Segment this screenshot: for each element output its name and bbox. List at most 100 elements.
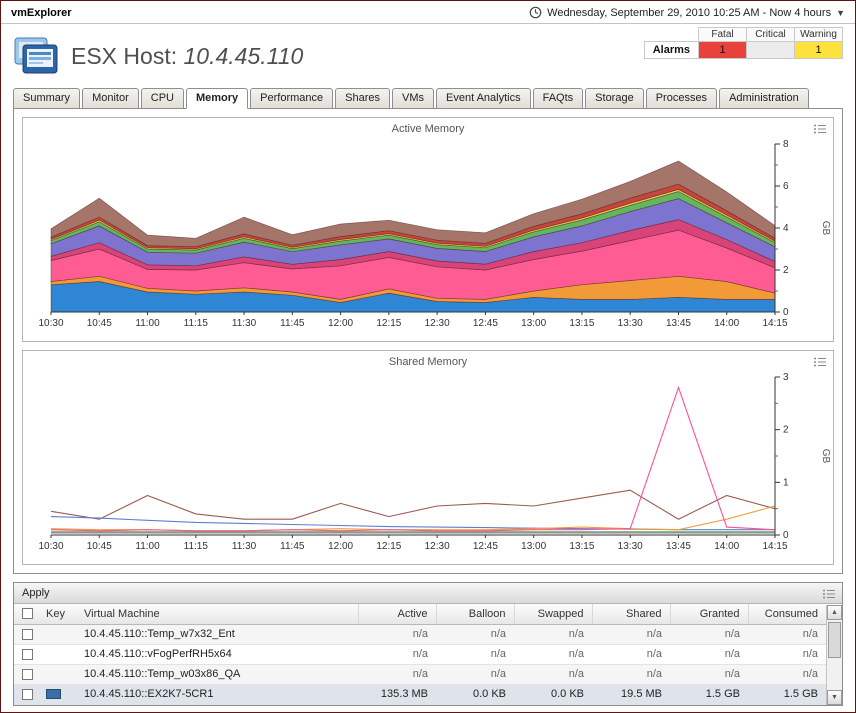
svg-text:3: 3 — [783, 372, 789, 383]
table-row[interactable]: 10.4.45.110::EX2K7-5CR1 135.3 MB 0.0 KB 0.0… — [14, 684, 826, 705]
cell-value: 0.0 KB — [514, 684, 592, 705]
cell-value: n/a — [592, 664, 670, 685]
cell-value: n/a — [436, 644, 514, 665]
chevron-down-icon: ▼ — [836, 7, 845, 18]
cell-value: n/a — [592, 644, 670, 665]
column-header-active[interactable]: Active — [357, 604, 436, 625]
key-cell — [38, 684, 76, 705]
svg-text:13:15: 13:15 — [569, 541, 594, 552]
svg-text:0: 0 — [783, 530, 789, 541]
alarm-critical-count[interactable] — [746, 41, 795, 59]
time-range-selector[interactable]: Wednesday, September 29, 2010 10:25 AM -… — [529, 6, 845, 19]
cell-value: n/a — [670, 644, 748, 665]
cell-value: n/a — [670, 624, 748, 645]
top-bar: vmExplorer Wednesday, September 29, 2010… — [1, 1, 855, 24]
column-header-key[interactable]: Key — [38, 604, 76, 625]
row-checkbox[interactable] — [22, 628, 33, 640]
table-menu-icon[interactable] — [822, 588, 836, 600]
column-header-virtual-machine[interactable]: Virtual Machine — [76, 604, 358, 625]
tab-processes[interactable]: Processes — [645, 88, 718, 109]
svg-text:13:45: 13:45 — [666, 541, 691, 552]
column-header-balloon[interactable]: Balloon — [435, 604, 514, 625]
scrollbar-thumb[interactable] — [828, 622, 841, 658]
svg-text:GB: GB — [820, 449, 831, 464]
svg-text:10:45: 10:45 — [87, 541, 112, 552]
svg-text:1: 1 — [783, 477, 789, 488]
column-header-consumed[interactable]: Consumed — [747, 604, 826, 625]
apply-button[interactable]: Apply — [22, 587, 50, 599]
svg-text:11:15: 11:15 — [184, 318, 209, 329]
column-header-shared[interactable]: Shared — [591, 604, 670, 625]
svg-text:GB: GB — [820, 221, 831, 236]
svg-text:12:15: 12:15 — [376, 318, 401, 329]
scrollbar-up-arrow[interactable]: ▲ — [827, 605, 842, 620]
cell-value: n/a — [358, 644, 436, 665]
time-range-label: Wednesday, September 29, 2010 10:25 AM -… — [547, 6, 832, 19]
tab-cpu[interactable]: CPU — [140, 88, 184, 109]
svg-text:2: 2 — [783, 425, 789, 436]
cell-value: n/a — [514, 644, 592, 665]
column-header-granted[interactable]: Granted — [669, 604, 748, 625]
tab-vms[interactable]: VMs — [392, 88, 435, 109]
chart-menu-icon[interactable] — [813, 123, 827, 135]
shared-memory-chart: 0 1 2 3 10:30 10:45 11:00 11:15 11:30 11:45 12:00 1… — [38, 372, 831, 552]
tab-event-analytics[interactable]: Event Analytics — [436, 88, 531, 109]
row-checkbox[interactable] — [22, 688, 33, 700]
table-row[interactable]: 10.4.45.110::Temp_w7x32_Ent n/a n/a n/a n/a n… — [14, 624, 826, 645]
tab-bar: Summary Monitor CPU Memory Performance Shares… — [13, 88, 843, 109]
svg-text:2: 2 — [783, 265, 789, 276]
svg-text:14:00: 14:00 — [714, 318, 739, 329]
tab-memory[interactable]: Memory — [185, 88, 249, 109]
svg-text:13:00: 13:00 — [521, 318, 546, 329]
tab-administration[interactable]: Administration — [719, 88, 809, 109]
page-title: ESX Host: 10.4.45.110 — [71, 42, 304, 69]
row-checkbox[interactable] — [22, 648, 33, 660]
tab-shares[interactable]: Shares — [335, 88, 391, 109]
vm-table-body: 10.4.45.110::Temp_w7x32_Ent n/a n/a n/a n/a n… — [14, 624, 826, 705]
table-scrollbar[interactable]: ▲ ▼ — [826, 605, 842, 705]
svg-text:6: 6 — [783, 181, 789, 192]
cell-value: 135.3 MB — [358, 684, 436, 705]
chart-menu-icon[interactable] — [813, 356, 827, 368]
svg-text:13:15: 13:15 — [569, 318, 594, 329]
tab-faqts[interactable]: FAQts — [532, 88, 584, 109]
scrollbar-down-arrow[interactable]: ▼ — [827, 689, 842, 705]
svg-text:11:00: 11:00 — [135, 541, 160, 552]
active-memory-panel: Active Memory 0 2 4 6 8 10:30 10:45 11:00 11:15 1… — [22, 117, 834, 342]
row-checkbox[interactable] — [22, 668, 33, 680]
esx-host-icon — [13, 36, 59, 76]
svg-text:10:30: 10:30 — [38, 541, 63, 552]
column-header-swapped[interactable]: Swapped — [513, 604, 592, 625]
svg-text:12:45: 12:45 — [473, 318, 498, 329]
key-cell — [38, 664, 76, 685]
table-row[interactable]: 10.4.45.110::vFogPerfRH5x64 n/a n/a n/a n/a n… — [14, 644, 826, 665]
svg-text:12:45: 12:45 — [473, 541, 498, 552]
cell-value: n/a — [514, 664, 592, 685]
title-bar: ESX Host: 10.4.45.110 Fatal Critical War… — [1, 24, 855, 84]
tab-performance[interactable]: Performance — [250, 88, 334, 109]
cell-value: 1.5 GB — [748, 684, 826, 705]
cell-value: n/a — [748, 664, 826, 685]
cell-value: n/a — [358, 624, 436, 645]
svg-text:10:30: 10:30 — [38, 318, 63, 329]
svg-text:11:15: 11:15 — [184, 541, 209, 552]
apply-bar: Apply — [14, 583, 842, 604]
tab-monitor[interactable]: Monitor — [82, 88, 139, 109]
select-all-checkbox[interactable] — [22, 608, 33, 620]
shared-memory-chart-title: Shared Memory — [388, 356, 468, 368]
cell-value: n/a — [436, 624, 514, 645]
alarm-warning-count[interactable]: 1 — [794, 41, 843, 59]
key-cell — [38, 624, 76, 645]
vm-name: 10.4.45.110::Temp_w7x32_Ent — [76, 624, 358, 645]
svg-text:12:30: 12:30 — [425, 318, 450, 329]
key-color-swatch — [46, 689, 61, 700]
tab-summary[interactable]: Summary — [13, 88, 81, 109]
alarm-fatal-count[interactable]: 1 — [698, 41, 747, 59]
vm-name: 10.4.45.110::Temp_w03x86_QA — [76, 664, 358, 685]
host-ip: 10.4.45.110 — [183, 42, 304, 69]
table-row[interactable]: 10.4.45.110::Temp_w03x86_QA n/a n/a n/a n/a n… — [14, 664, 826, 685]
app-title: vmExplorer — [11, 6, 72, 19]
cell-value: n/a — [436, 664, 514, 685]
tab-storage[interactable]: Storage — [585, 88, 644, 109]
